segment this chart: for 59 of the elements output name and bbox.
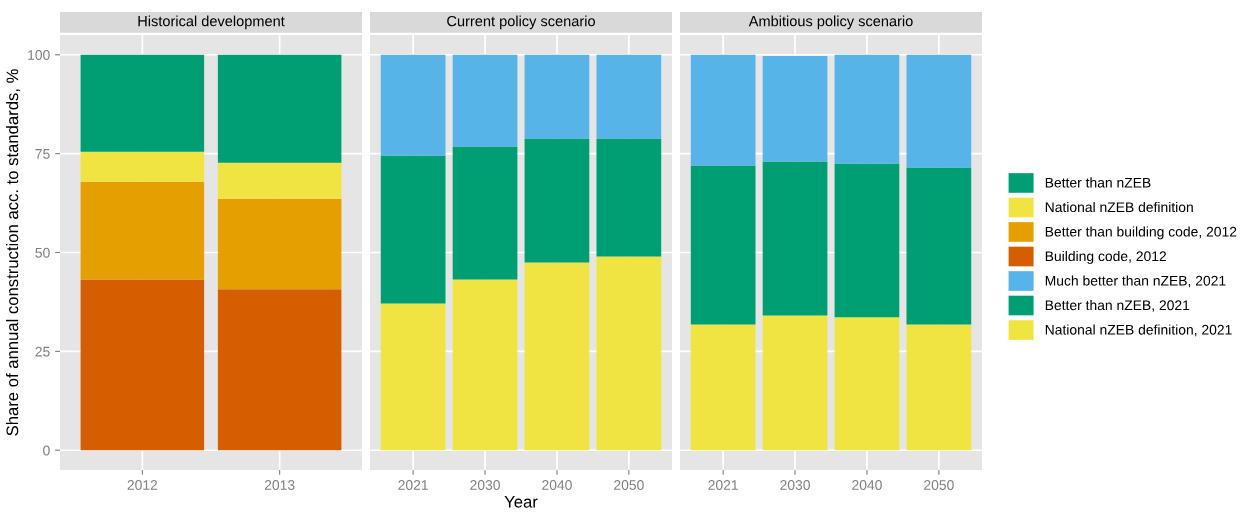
bar (452, 146, 518, 280)
x-tick-label: 2012 (127, 480, 158, 490)
x-tick-label: 2050 (924, 480, 954, 490)
bar (80, 181, 205, 280)
y-tick-label: 100 (28, 50, 50, 60)
chart-title: Current policy scenario (447, 15, 595, 30)
bar (690, 165, 756, 325)
y-tick-label: 50 (35, 247, 50, 258)
bar (380, 303, 446, 451)
legend-label: Much better than nZEB, 2021 (1045, 275, 1226, 288)
bar (380, 155, 446, 304)
bar (80, 54, 205, 152)
legend-label: Better than nZEB (1045, 177, 1151, 188)
bar (524, 54, 590, 139)
x-tick-label: 2021 (708, 480, 738, 490)
x-tick-label: 2030 (780, 480, 810, 490)
bar (690, 54, 756, 166)
bar (452, 54, 518, 147)
text: Better than nZEB, 2021 (1045, 299, 1190, 312)
text: National nZEB definition, 2021 (1045, 324, 1232, 337)
bar (690, 324, 756, 451)
x-tick-label: 2021 (398, 480, 428, 490)
bar (452, 279, 518, 451)
bar (380, 54, 446, 156)
bar (762, 55, 828, 162)
x-tick-label: 2040 (852, 480, 882, 490)
bar (524, 262, 590, 451)
x-tick-label: 2050 (614, 480, 644, 490)
bar (596, 256, 662, 451)
bar (762, 315, 828, 451)
bar (762, 161, 828, 316)
bar (217, 289, 342, 451)
bar (834, 54, 900, 164)
x-axis-title: Year (504, 496, 538, 508)
y-tick-label: 0 (43, 445, 50, 456)
chart-title: Ambitious policy scenario (748, 15, 913, 30)
bar (596, 138, 662, 257)
legend-label: Building code, 2012 (1045, 250, 1167, 264)
bar (834, 163, 900, 318)
bar (80, 279, 205, 451)
chart-title: Historical development (138, 15, 285, 30)
x-tick-label: 2013 (264, 480, 295, 490)
x-tick-label: 2040 (542, 480, 572, 490)
legend-label: Better than building code, 2012 (1045, 226, 1237, 240)
bar (906, 167, 972, 325)
bar (906, 324, 972, 451)
y-tick-label: 25 (35, 346, 50, 357)
y-tick-label: 75 (35, 149, 50, 159)
legend-label: National nZEB definition (1045, 201, 1193, 213)
bar (80, 151, 205, 182)
bar (217, 198, 342, 290)
bar (217, 162, 342, 199)
y-axis-title: Share of annual construction acc. to standards, % (6, 69, 21, 436)
bar (596, 54, 662, 139)
bar (524, 138, 590, 263)
x-tick-label: 2030 (470, 480, 500, 490)
bar (834, 317, 900, 451)
bar (217, 54, 342, 163)
bar (906, 54, 972, 168)
